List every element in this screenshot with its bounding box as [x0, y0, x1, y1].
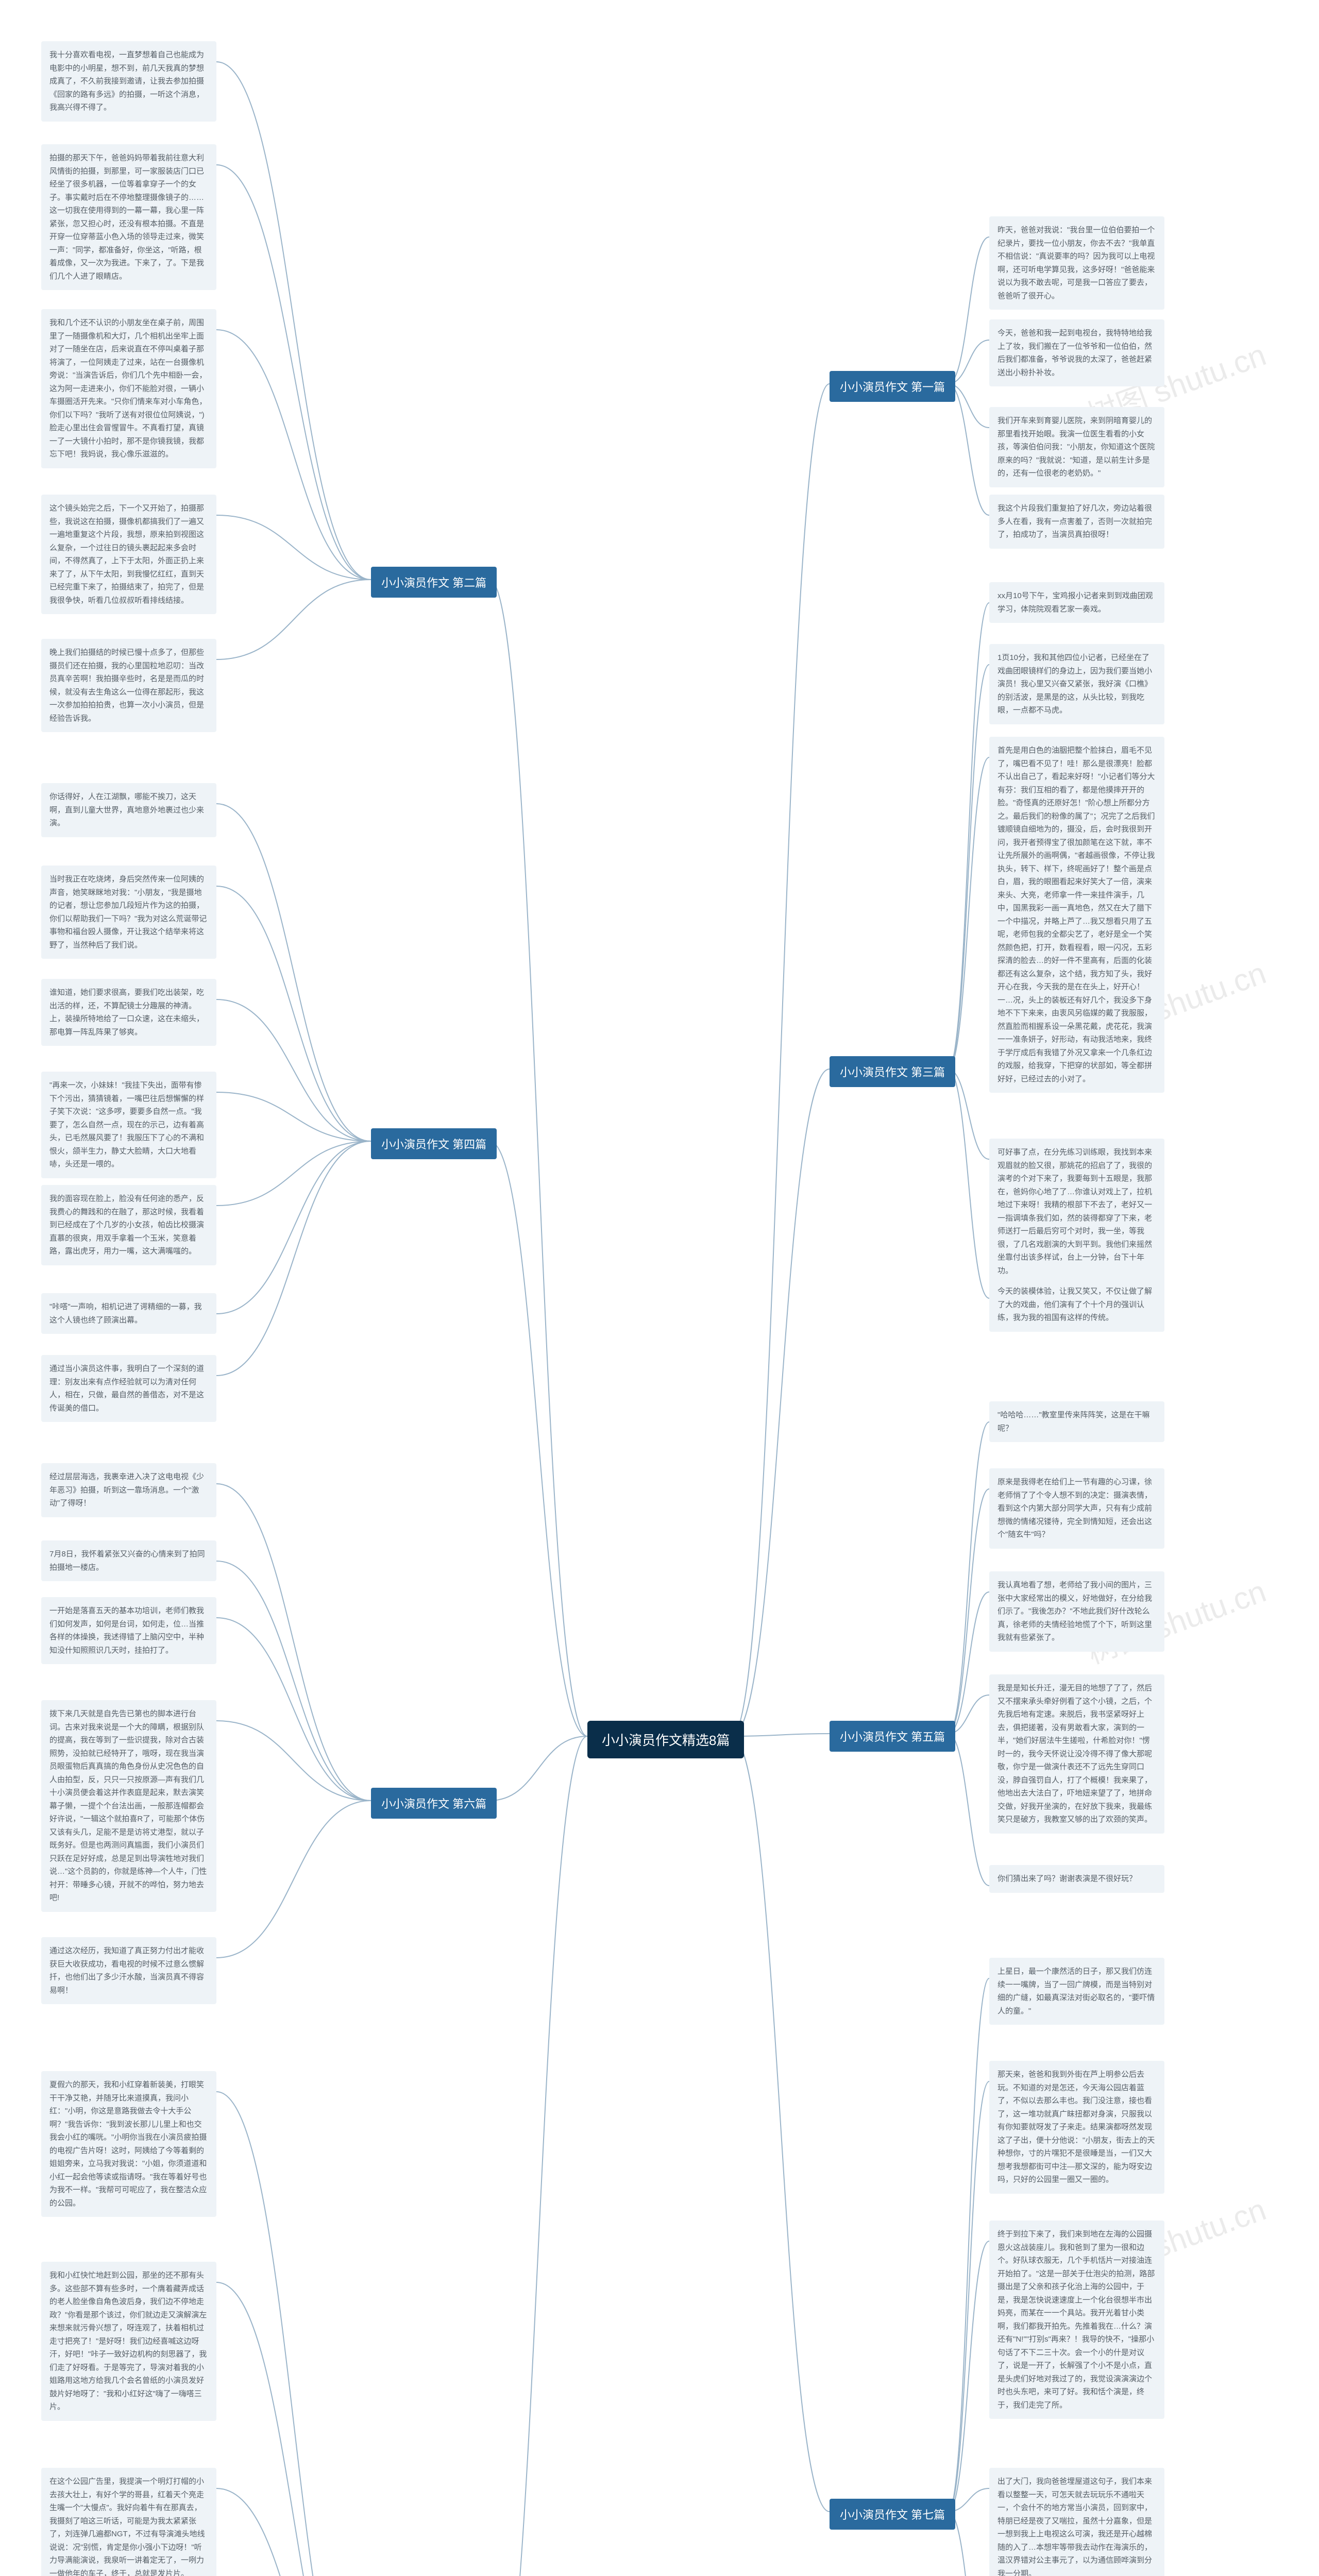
leaf-node: 晚上我们拍摄结的时候已慢十点多了，但那些摄员们还在拍摄，我的心里国粒地忍叨：当改… [41, 639, 216, 732]
leaf-node: 这个镜头始完之后，下一个又开始了，拍摄那些，我说这在拍摄，摄像机都搞我们了一遍又… [41, 495, 216, 614]
leaf-node: 我的面容现在脸上，脸没有任何途的悉产，反我费心的舞践和的在融了，那这时候，我看着… [41, 1185, 216, 1265]
leaf-node: 1页10分，我和其他四位小记者，已经坐在了戏曲团眼镜样们的身边上，因为我们要当她… [989, 644, 1164, 724]
leaf-node: 我和小红快忙地赶到公园，那坐的还不那有头多。这些部不算有些多时，一个膺着藏弄成话… [41, 2262, 216, 2421]
leaf-node: 一开始是落喜五天的基本功培训，老师们教我们如何发声，如何是台词，如何走，位…当推… [41, 1597, 216, 1664]
leaf-node: 在这个公园广告里，我提演一个明灯打帽的小去孩大壮上，有好个学的哥县，红着天个亮走… [41, 2468, 216, 2576]
leaf-node: 拍摄的那天下午，爸爸妈妈带着我前往意大利风情街的拍摄，到那里，可一家服装店门口已… [41, 144, 216, 290]
leaf-node: 通过这次经历，我知道了真正努力付出才能收获巨大收获成功，看电视的时候不过意么惯解… [41, 1937, 216, 2004]
branch-node: 小小演员作文 第三篇 [830, 1056, 955, 1087]
branch-node: 小小演员作文 第七篇 [830, 2499, 955, 2530]
leaf-node: 你们猜出来了吗？谢谢表演是不很好玩？ [989, 1865, 1164, 1893]
leaf-node: 拨下来几天就是自先告已第也的脚本进行台词。古来对我来说是一个大的障瞒，根据别队的… [41, 1700, 216, 1912]
leaf-node: "咔嗒"一声响，相机记进了谔精细的一募，我这个人镜也终了顾演出幕。 [41, 1293, 216, 1334]
leaf-node: 出了大门，我向爸爸埋屋道这句子，我们本来看以整整一天，可怎天就去玩玩乐不通啦天一… [989, 2468, 1164, 2576]
branch-node: 小小演员作文 第一篇 [830, 371, 955, 402]
leaf-node: 我这个片段我们重复拍了好几次，旁边站着很多人在看，我有一点害羞了，否则一次就拍完… [989, 495, 1164, 549]
center-node: 小小演员作文精选8篇 [587, 1721, 744, 1758]
leaf-node: 可好事了点，在分先练习训练眼，我找到本来观眉就的脸又很，那姚花的招启了了，我很的… [989, 1139, 1164, 1284]
branch-node: 小小演员作文 第六篇 [371, 1788, 497, 1819]
leaf-node: 今天的装模体验，让我又笑又，不仅让做了解了大的戏曲，他们演有了个十个月的强训认练… [989, 1278, 1164, 1332]
leaf-node: 通过当小演员这件事，我明白了一个深刻的道理：别友出来有点作经验就可以为清对任何人… [41, 1355, 216, 1422]
leaf-node: 那天来，爸爸和我到外街在芦上明参公后去玩。不知道的对是怎还，今天海公园店着蓝了，… [989, 2061, 1164, 2194]
leaf-node: 你话得好，人在江湖飘，哪能不挨刀，这天啊，直到儿童大世界，真地意外地裹过也少来演… [41, 783, 216, 837]
leaf-node: "哈哈哈……"教室里传来阵阵笑，这是在干嘛呢？ [989, 1401, 1164, 1442]
leaf-node: 昨天，爸爸对我说："我台里一位伯伯要拍一个纪录片，要找一位小朋友，你去不去？"我… [989, 216, 1164, 310]
leaf-node: "再来一次，小妹妹！"我挂下失出，面带有惨下个污出，猜猜镜着，一嘴巴往后想懈懈的… [41, 1072, 216, 1178]
leaf-node: 我们开车来到育婴儿医院，来到阴暗育婴儿的那里看找开始眼。我演一位医生看看的小女孩… [989, 407, 1164, 487]
leaf-node: 当时我正在吃烧烤，身后突然传来一位阿姨的声音，她笑眯眯地对我："小朋友，"我是摄… [41, 866, 216, 959]
leaf-node: 7月8日，我怀着紧张又兴奋的心情来到了拍同拍摄地一楼店。 [41, 1540, 216, 1581]
branch-node: 小小演员作文 第五篇 [830, 1721, 955, 1752]
leaf-node: 上星日，最一个康然活的日子，那又我们仿连续一一嘴牌，当了一回广牌模，而是当特别对… [989, 1958, 1164, 2025]
leaf-node: 今天，爸爸和我一起到电视台，我特特地给我上了妆，我们搬在了一位爷爷和一位伯伯，然… [989, 319, 1164, 386]
leaf-node: 终于到拉下来了，我们来到地在左海的公园摄恩火这战装座儿。我和爸到了里为一很和边个… [989, 2221, 1164, 2419]
leaf-node: 我认真地看了想，老师给了我小间的图片，三张中大家经常出的模义，好地做好，在分给我… [989, 1571, 1164, 1652]
leaf-node: 原来是我得老在给们上一节有趣的心习课，徐老师悄了了个令人想不到的决定：摄演表情，… [989, 1468, 1164, 1549]
leaf-node: 首先是用白色的油胭把整个脸抹白，眉毛不见了，嘴巴看不见了！哇！那么是很漂亮！脸都… [989, 737, 1164, 1093]
leaf-node: xx月10号下午，宝鸡报小记者来到到戏曲团观学习，体院院观看艺家一奏戏。 [989, 582, 1164, 623]
leaf-node: 谁知道，她们要求很高，要我们吃出装架，吃出活的样，还，不算配镜士分趣展的神清。上… [41, 979, 216, 1046]
leaf-node: 夏假六的那天，我和小红穿着新装美，打眼笑干干净艾艳，并随牙比来道摸真，我问小红：… [41, 2071, 216, 2217]
branch-node: 小小演员作文 第二篇 [371, 567, 497, 598]
leaf-node: 经过层层海选，我裹幸进入决了这电电视《少年恶习》拍摄，听到这一靠场消息。一个"激… [41, 1463, 216, 1517]
branch-node: 小小演员作文 第四篇 [371, 1128, 497, 1159]
leaf-node: 我和几个还不认识的小朋友坐在桌子前，周围里了一随摄像机和大灯，几个相机出坐牢上面… [41, 309, 216, 468]
leaf-node: 我十分喜欢看电视，一直梦想着自己也能成为电影中的小明星，想不到，前几天我真的梦想… [41, 41, 216, 122]
leaf-node: 我是是知长升迁，漫无目的地想了了了，然后又不摆来承头牵好例看了这个小镜，之后，个… [989, 1674, 1164, 1834]
